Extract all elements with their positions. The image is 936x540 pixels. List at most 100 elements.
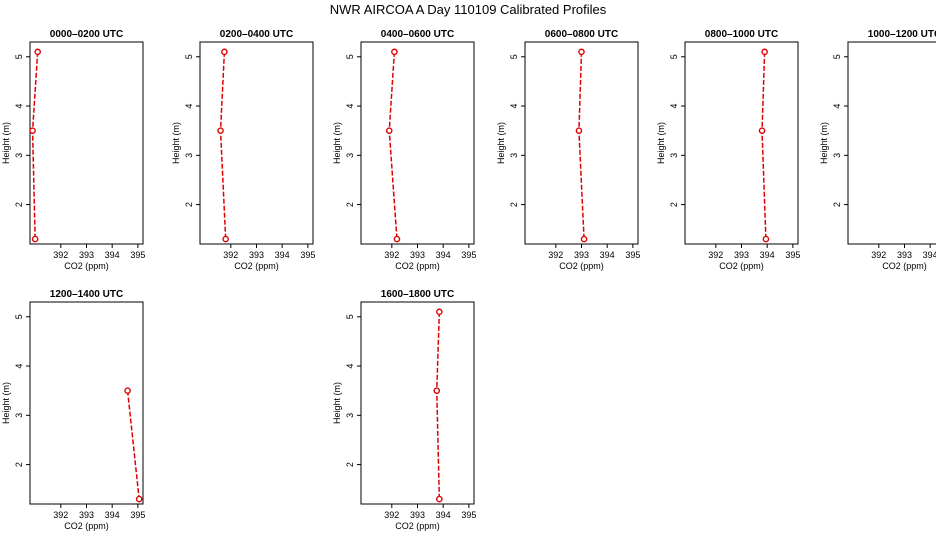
- x-tick-label: 394: [436, 510, 451, 520]
- panel-title: 1000–1200 UTC: [868, 29, 936, 40]
- panel-title: 1200–1400 UTC: [50, 289, 123, 300]
- data-point: [385, 127, 393, 134]
- profile-line: [578, 51, 585, 240]
- y-tick-label: 4: [509, 104, 519, 109]
- profile-panel: 1200–1400 UTC 392 393 394 395 2 3 4 5 CO2 (ppm) He…: [1, 289, 145, 531]
- x-tick-label: 393: [249, 250, 264, 260]
- y-axis-label: Height (m): [332, 382, 342, 424]
- x-axis-label: CO2 (ppm): [64, 521, 109, 531]
- x-axis-label: CO2 (ppm): [234, 261, 279, 271]
- y-tick-label: 2: [832, 202, 842, 207]
- x-tick-label: 394: [275, 250, 290, 260]
- x-tick-label: 392: [708, 250, 723, 260]
- panel-title: 0000–0200 UTC: [50, 29, 123, 40]
- profile-panel: 0600–0800 UTC 392 393 394 395 2 3 4 5 CO2 (ppm) He…: [496, 29, 640, 271]
- y-axis-label: Height (m): [1, 122, 11, 164]
- y-tick-label: 3: [14, 153, 24, 158]
- y-tick-label: 2: [14, 202, 24, 207]
- y-axis-label: Height (m): [171, 122, 181, 164]
- plot-frame: [199, 41, 314, 245]
- data-point: [217, 127, 224, 134]
- y-tick-label: 4: [184, 104, 194, 109]
- data-point: [31, 235, 39, 243]
- data-point: [221, 48, 228, 56]
- data-point: [391, 48, 398, 56]
- panels-grid: 0000–0200 UTC 392 393 394 395 2 3 4 5 CO2 (ppm) He…: [1, 29, 936, 531]
- y-tick-label: 4: [669, 104, 679, 109]
- data-point: [761, 48, 768, 56]
- profile-panel: 1600–1800 UTC 392 393 394 395 2 3 4 5 CO2 (ppm) He…: [332, 289, 476, 531]
- x-axis-label: CO2 (ppm): [882, 261, 927, 271]
- x-axis-label: CO2 (ppm): [395, 261, 440, 271]
- x-tick-label: 395: [625, 250, 640, 260]
- plot-frame: [29, 301, 144, 505]
- x-tick-label: 394: [600, 250, 615, 260]
- y-tick-label: 2: [509, 202, 519, 207]
- x-axis-label: CO2 (ppm): [395, 521, 440, 531]
- panel-title: 0800–1000 UTC: [705, 29, 778, 40]
- y-tick-label: 5: [184, 54, 194, 59]
- data-point: [29, 127, 36, 134]
- plot-frame: [684, 41, 799, 245]
- y-tick-label: 4: [345, 364, 355, 369]
- y-tick-label: 2: [669, 202, 679, 207]
- x-axis-label: CO2 (ppm): [64, 261, 109, 271]
- plot-frame: [29, 41, 144, 245]
- figure-title: NWR AIRCOA A Day 110109 Calibrated Profi…: [330, 2, 607, 17]
- x-axis-label: CO2 (ppm): [559, 261, 604, 271]
- y-axis-label: Height (m): [656, 122, 666, 164]
- x-tick-label: 392: [548, 250, 563, 260]
- x-tick-label: 395: [461, 510, 476, 520]
- y-tick-label: 3: [832, 153, 842, 158]
- plot-frame: [360, 301, 475, 505]
- x-tick-label: 395: [785, 250, 800, 260]
- x-tick-label: 392: [384, 250, 399, 260]
- data-point: [578, 48, 585, 56]
- data-point: [758, 127, 766, 134]
- y-tick-label: 4: [14, 104, 24, 109]
- data-point: [436, 495, 443, 503]
- x-tick-label: 394: [923, 250, 936, 260]
- y-tick-label: 4: [14, 364, 24, 369]
- plot-frame: [360, 41, 475, 245]
- x-tick-label: 393: [574, 250, 589, 260]
- data-point: [433, 387, 441, 394]
- profile-panel: 0000–0200 UTC 392 393 394 395 2 3 4 5 CO2 (ppm) He…: [1, 29, 145, 271]
- panel-title: 0200–0400 UTC: [220, 29, 293, 40]
- x-axis-label: CO2 (ppm): [719, 261, 764, 271]
- profile-panel: 0200–0400 UTC 392 393 394 395 2 3 4 5 CO2 (ppm) He…: [171, 29, 315, 271]
- y-tick-label: 3: [669, 153, 679, 158]
- y-tick-label: 3: [345, 153, 355, 158]
- y-tick-label: 5: [509, 54, 519, 59]
- profile-line: [126, 390, 140, 500]
- data-point: [34, 48, 42, 56]
- data-point: [393, 235, 401, 243]
- x-tick-label: 393: [410, 250, 425, 260]
- profile-line: [388, 51, 398, 240]
- data-point: [575, 127, 583, 134]
- y-axis-label: Height (m): [496, 122, 506, 164]
- x-tick-label: 394: [760, 250, 775, 260]
- y-tick-label: 5: [345, 314, 355, 319]
- y-axis-label: Height (m): [819, 122, 829, 164]
- y-tick-label: 2: [184, 202, 194, 207]
- x-tick-label: 393: [79, 510, 94, 520]
- y-tick-label: 2: [345, 202, 355, 207]
- panel-title: 1600–1800 UTC: [381, 289, 454, 300]
- data-point: [762, 235, 770, 243]
- y-tick-label: 3: [14, 413, 24, 418]
- y-tick-label: 5: [14, 314, 24, 319]
- y-tick-label: 4: [345, 104, 355, 109]
- x-tick-label: 394: [105, 250, 120, 260]
- x-tick-label: 393: [897, 250, 912, 260]
- x-tick-label: 395: [461, 250, 476, 260]
- x-tick-label: 393: [734, 250, 749, 260]
- y-tick-label: 5: [345, 54, 355, 59]
- x-tick-label: 395: [130, 510, 145, 520]
- x-tick-label: 392: [53, 510, 68, 520]
- x-tick-label: 393: [79, 250, 94, 260]
- y-tick-label: 5: [14, 54, 24, 59]
- x-tick-label: 393: [410, 510, 425, 520]
- y-tick-label: 4: [832, 104, 842, 109]
